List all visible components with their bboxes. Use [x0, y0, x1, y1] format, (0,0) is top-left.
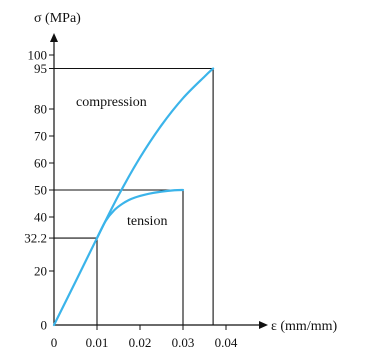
y-tick-label: 100: [28, 48, 48, 63]
compression-curve: [52, 67, 215, 327]
y-tick-label: 40: [34, 210, 47, 225]
x-axis-label: ε (mm/mm): [271, 319, 337, 334]
y-tick-label: 60: [34, 156, 47, 171]
y-tick-label: 32.2: [24, 231, 47, 246]
y-tick-label: 70: [34, 129, 47, 144]
y-axis-arrow: [50, 33, 58, 42]
x-tick-label: 0.02: [129, 335, 152, 350]
compression-curve-label: compression: [76, 95, 147, 110]
axes: [50, 33, 268, 329]
y-tick-label: 95: [34, 61, 47, 76]
y-tick-label: 20: [34, 264, 47, 279]
reference-lines: [54, 67, 214, 325]
y-tick-label: 80: [34, 102, 47, 117]
tension-curve-label: tension: [127, 214, 167, 229]
x-axis-arrow: [259, 321, 268, 329]
tension-curve: [95, 188, 185, 240]
series: [52, 67, 215, 327]
x-tick-label: 0: [51, 335, 58, 350]
x-tick-label: 0.03: [172, 335, 195, 350]
y-axis-label: σ (MPa): [34, 11, 81, 26]
y-tick-label: 50: [34, 183, 47, 198]
y-tick-label: 0: [41, 318, 48, 333]
x-tick-label: 0.04: [215, 335, 238, 350]
x-tick-label: 0.01: [86, 335, 109, 350]
